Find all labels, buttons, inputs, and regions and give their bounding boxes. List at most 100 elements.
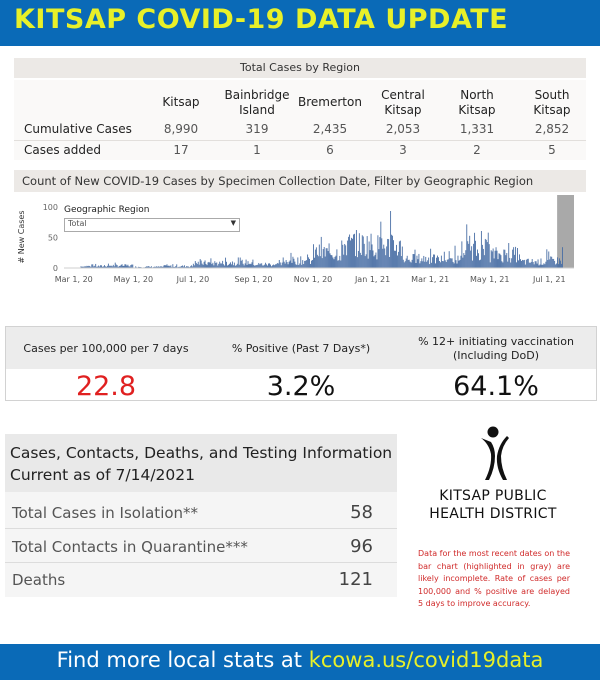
- data-bar: [407, 259, 409, 268]
- data-bar: [329, 253, 331, 268]
- data-bar: [212, 262, 214, 268]
- metric-value-vaccination: 64.1%: [453, 371, 539, 402]
- data-bar: [446, 259, 448, 268]
- data-bar: [531, 259, 533, 268]
- geographic-region-dropdown[interactable]: Total ▼: [64, 218, 240, 232]
- data-bar: [503, 249, 505, 268]
- data-bar: [270, 264, 271, 268]
- data-bar: [122, 265, 124, 268]
- data-bar: [114, 262, 116, 268]
- data-bar: [302, 260, 304, 268]
- data-bar: [85, 266, 87, 268]
- data-bar: [482, 248, 484, 268]
- data-bar: [242, 263, 244, 268]
- data-bar: [264, 264, 266, 268]
- data-bar: [262, 265, 264, 268]
- data-bar: [538, 265, 540, 268]
- data-bar: [541, 264, 543, 268]
- data-bar: [504, 249, 506, 268]
- data-bar: [313, 244, 314, 268]
- column-header-south-kitsap: South Kitsap: [533, 88, 571, 117]
- data-bar: [172, 264, 174, 268]
- data-bar: [253, 264, 255, 268]
- metrics-panel: Cases per 100,000 per 7 days % Positive …: [5, 326, 597, 402]
- data-bar: [529, 262, 531, 268]
- cell-added-south: 5: [548, 143, 556, 157]
- data-bar: [394, 250, 395, 268]
- data-bar: [269, 263, 270, 268]
- data-bar: [268, 263, 269, 268]
- data-bar: [320, 236, 322, 268]
- incomplete-data-highlight: [557, 195, 574, 268]
- data-bar: [243, 265, 245, 268]
- data-bar: [484, 238, 486, 268]
- data-bar: [545, 261, 547, 268]
- data-bar: [373, 256, 375, 268]
- data-bar: [206, 265, 208, 268]
- data-bar: [109, 265, 111, 268]
- data-bar: [119, 265, 121, 268]
- data-bar: [328, 243, 330, 268]
- data-bar: [556, 263, 558, 268]
- data-bar: [274, 264, 276, 268]
- data-bar: [464, 255, 466, 268]
- geographic-region-label: Geographic Region: [64, 205, 150, 215]
- data-bar: [216, 262, 218, 268]
- data-bar: [290, 252, 292, 268]
- data-bar: [333, 259, 335, 268]
- data-bar: [226, 261, 227, 268]
- data-bar: [534, 261, 536, 268]
- data-bar: [164, 265, 166, 268]
- data-bar: [460, 255, 462, 268]
- data-bar: [200, 260, 202, 268]
- data-bar: [514, 254, 516, 268]
- data-bar: [479, 259, 481, 268]
- data-bar: [546, 249, 548, 268]
- data-bar: [235, 265, 237, 268]
- data-bar: [525, 259, 527, 268]
- data-bar: [552, 258, 554, 268]
- data-bar: [425, 256, 427, 268]
- data-bar: [245, 259, 247, 268]
- footer-text: Find more local stats at kcowa.us/covid1…: [56, 648, 544, 672]
- data-bar: [288, 261, 290, 268]
- data-bar: [408, 259, 410, 268]
- x-tick-label: Sep 1, 20: [234, 275, 272, 284]
- data-bar: [293, 258, 295, 268]
- data-bar: [310, 263, 311, 268]
- data-bar: [515, 246, 517, 268]
- data-bar: [495, 247, 497, 268]
- cell-added-kitsap: 17: [173, 143, 189, 157]
- data-bar: [478, 253, 479, 268]
- data-bar: [213, 265, 215, 268]
- data-bar: [215, 262, 217, 268]
- data-bar: [184, 265, 186, 268]
- data-bar: [402, 259, 404, 268]
- chart-title: Count of New COVID-19 Cases by Specimen …: [22, 174, 534, 188]
- data-bar: [280, 265, 282, 268]
- data-bar: [309, 258, 310, 268]
- data-bar: [330, 255, 332, 268]
- data-bar: [364, 256, 366, 268]
- data-bar: [208, 261, 210, 268]
- data-bar: [135, 266, 137, 268]
- info-label-quarantine: Total Contacts in Quarantine***: [12, 538, 248, 556]
- data-bar: [303, 264, 305, 268]
- data-bar: [95, 263, 97, 268]
- data-bar: [362, 236, 364, 268]
- data-bar: [380, 221, 382, 268]
- person-figure-icon: [481, 426, 509, 480]
- data-bar: [376, 259, 378, 268]
- metric-value-cases-rate: 22.8: [75, 371, 137, 402]
- data-bar: [176, 264, 178, 268]
- data-bar: [508, 243, 510, 268]
- data-bar: [325, 248, 327, 268]
- data-bar: [102, 266, 103, 268]
- data-bar: [419, 263, 421, 268]
- data-bar: [207, 262, 209, 268]
- data-bar: [422, 261, 424, 268]
- footer-link[interactable]: kcowa.us/covid19data: [308, 648, 544, 672]
- data-bar: [292, 256, 294, 268]
- data-bar: [311, 260, 312, 268]
- data-bar: [559, 258, 560, 268]
